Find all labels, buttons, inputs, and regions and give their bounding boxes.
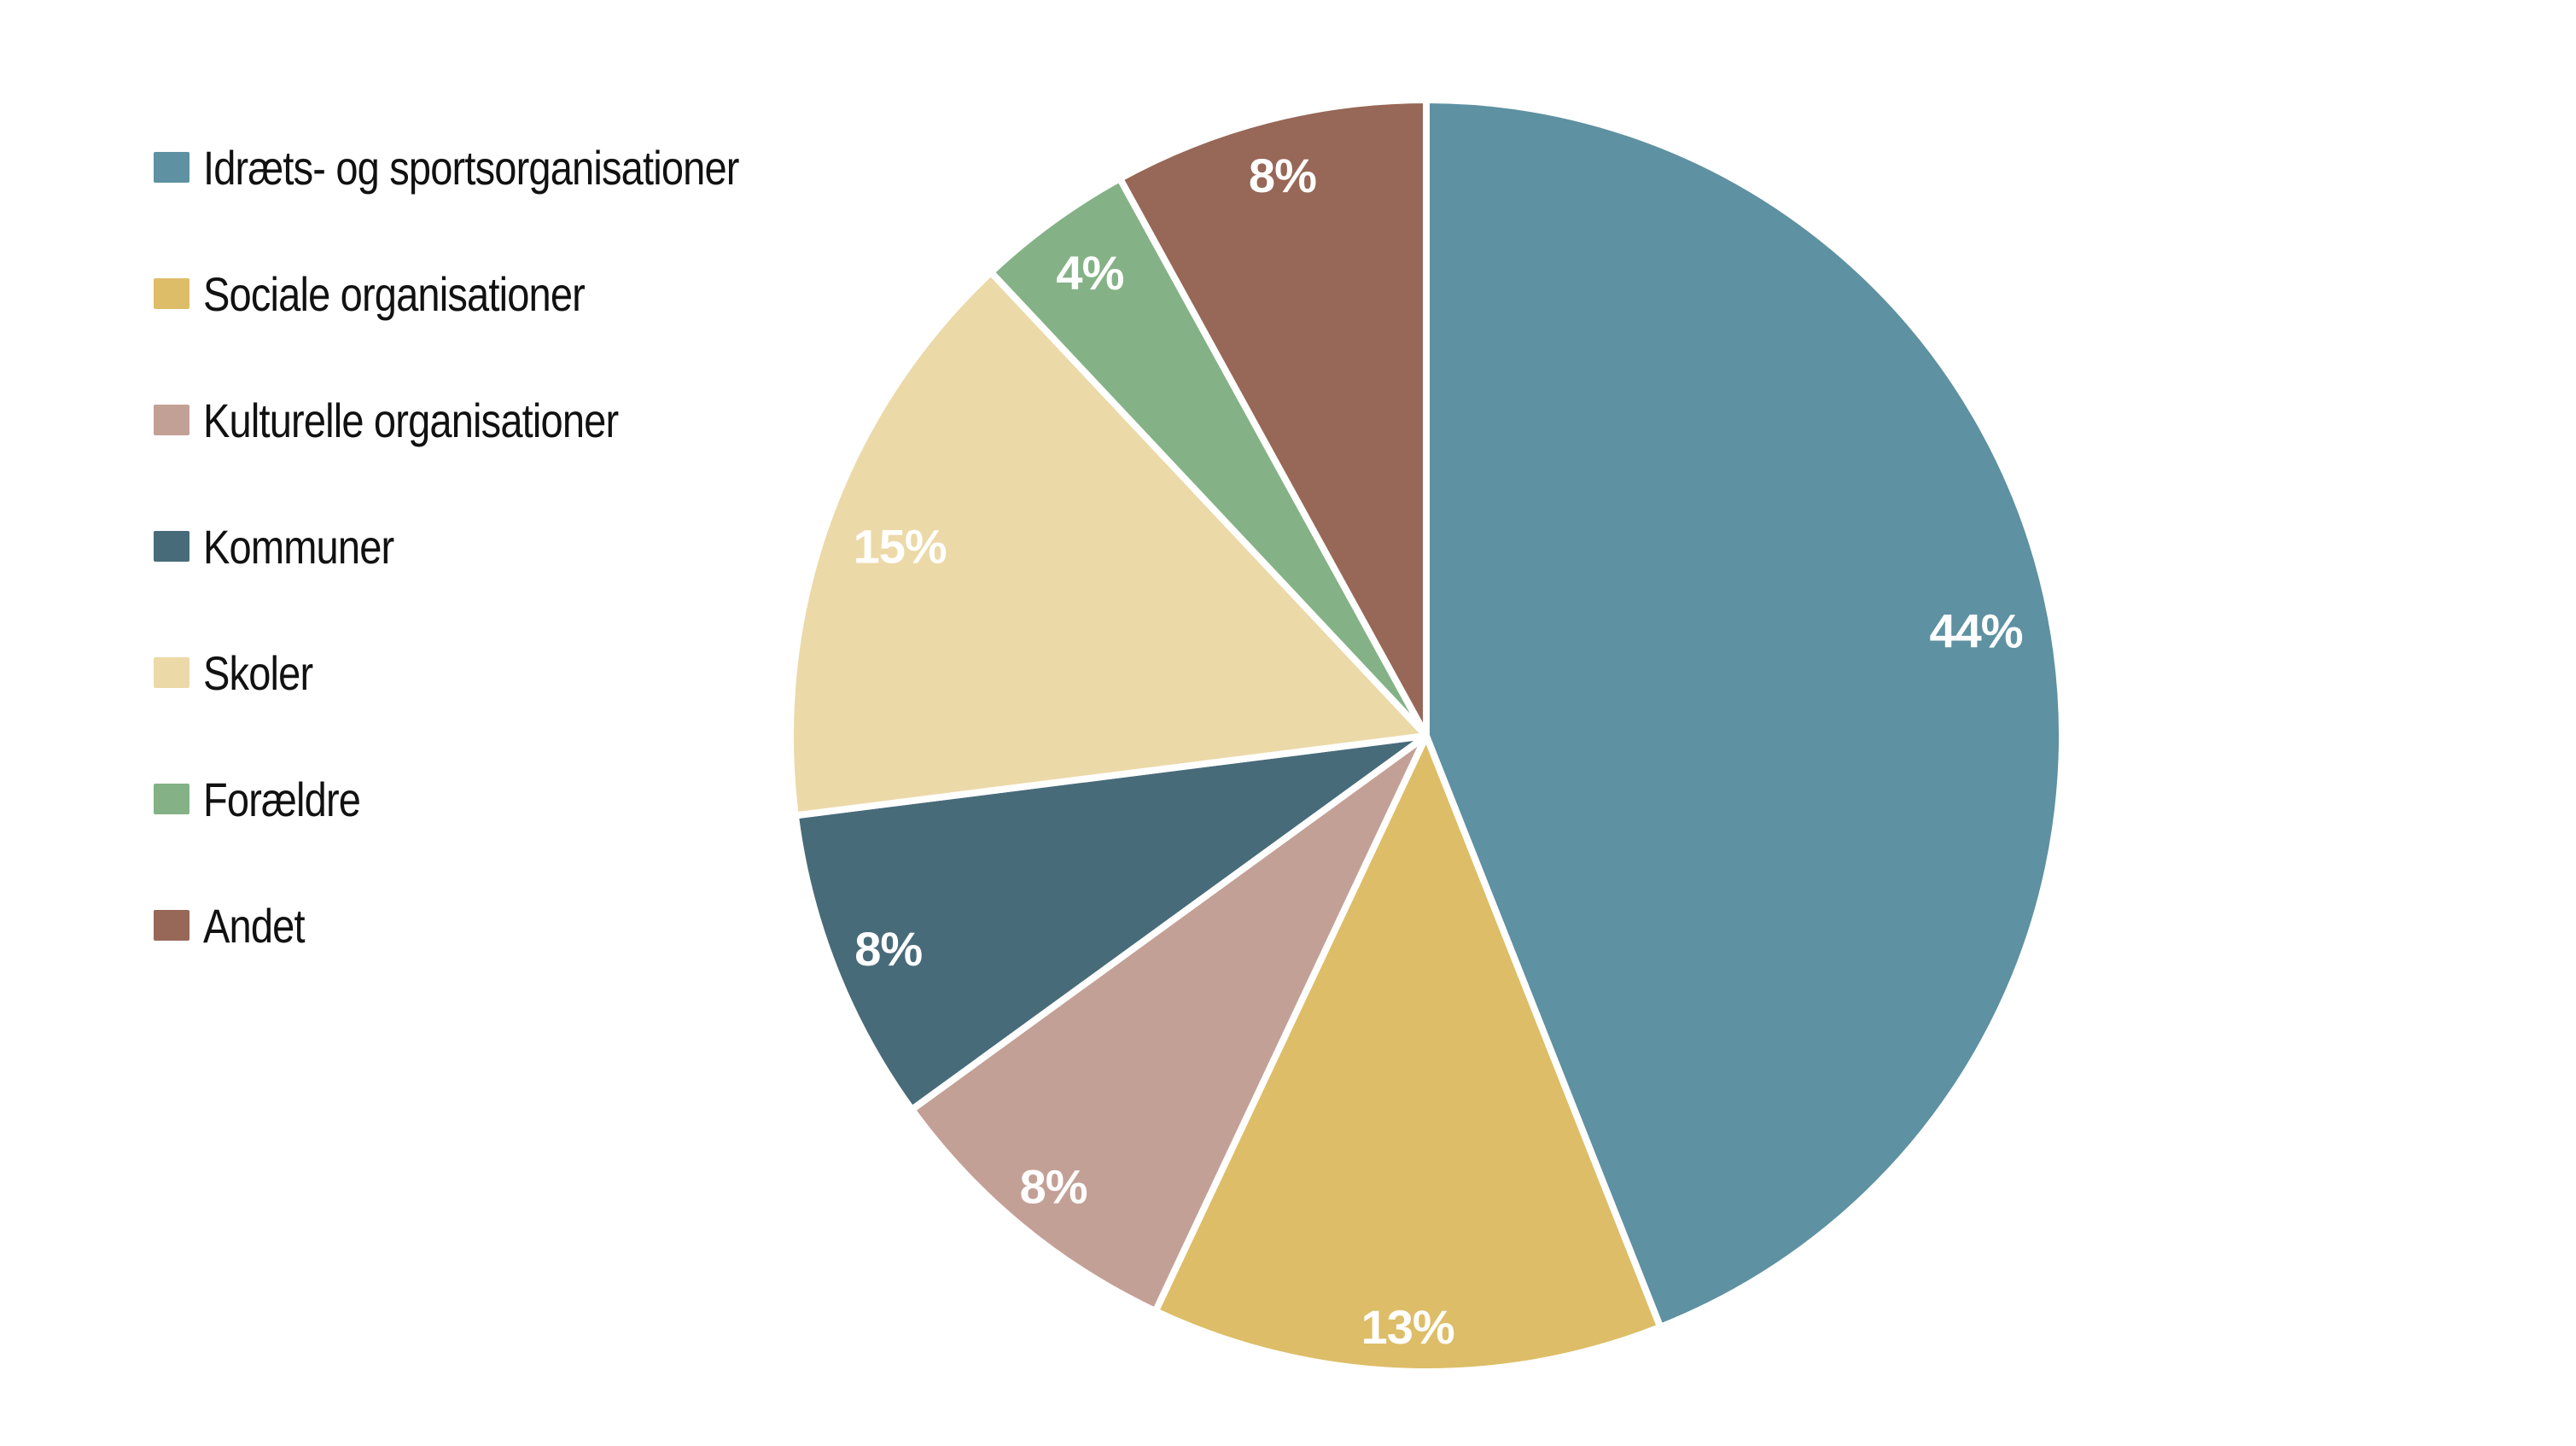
pie-slice-label-6: 8% xyxy=(1249,149,1316,202)
legend-label: Kulturelle organisationer xyxy=(203,393,619,447)
pie-slice-label-3: 8% xyxy=(854,922,922,976)
pie-slice-label-2: 8% xyxy=(1020,1160,1087,1214)
pie-svg: 44% 13% 8% 8% 15% 4% 8% xyxy=(787,96,2066,1375)
legend-swatch-icon xyxy=(154,657,189,688)
pie-slice-3 xyxy=(791,732,1430,1113)
pie-chart: 44% 13% 8% 8% 15% 4% 8% xyxy=(778,87,2075,1385)
pie-slice-1 xyxy=(1151,732,1664,1375)
pie-slice-6 xyxy=(1116,96,1430,739)
legend-swatch-icon xyxy=(154,910,189,941)
legend-label: Sociale organisationer xyxy=(203,266,586,321)
legend-swatch-icon xyxy=(154,531,189,562)
legend-item-1: Sociale organisationer xyxy=(154,261,841,326)
legend-item-3: Kommuner xyxy=(154,514,841,579)
legend-swatch-icon xyxy=(154,278,189,309)
legend-label: Kommuner xyxy=(203,519,394,574)
legend-label: Andet xyxy=(203,898,306,953)
legend-swatch-icon xyxy=(154,784,189,814)
pie-slice-label-0: 44% xyxy=(1929,604,2022,658)
legend-item-5: Forældre xyxy=(154,767,841,831)
pie-slice-label-5: 4% xyxy=(1056,246,1123,300)
legend: Idræts- og sportsorganisationer Sociale o… xyxy=(154,135,841,1019)
legend-swatch-icon xyxy=(154,152,189,183)
pie-slice-4 xyxy=(787,268,1430,819)
pie-slice-2 xyxy=(908,732,1430,1315)
legend-label: Idræts- og sportsorganisationer xyxy=(203,140,739,195)
legend-item-0: Idræts- og sportsorganisationer xyxy=(154,135,841,200)
legend-label: Skoler xyxy=(203,645,313,700)
legend-swatch-icon xyxy=(154,405,189,435)
legend-item-2: Kulturelle organisationer xyxy=(154,388,841,452)
pie-slice-label-4: 15% xyxy=(854,519,947,573)
pie-slice-label-1: 13% xyxy=(1361,1300,1454,1354)
pie-slice-0 xyxy=(1423,96,2066,1331)
legend-item-4: Skoler xyxy=(154,640,841,705)
legend-item-6: Andet xyxy=(154,893,841,958)
legend-label: Forældre xyxy=(203,772,361,826)
